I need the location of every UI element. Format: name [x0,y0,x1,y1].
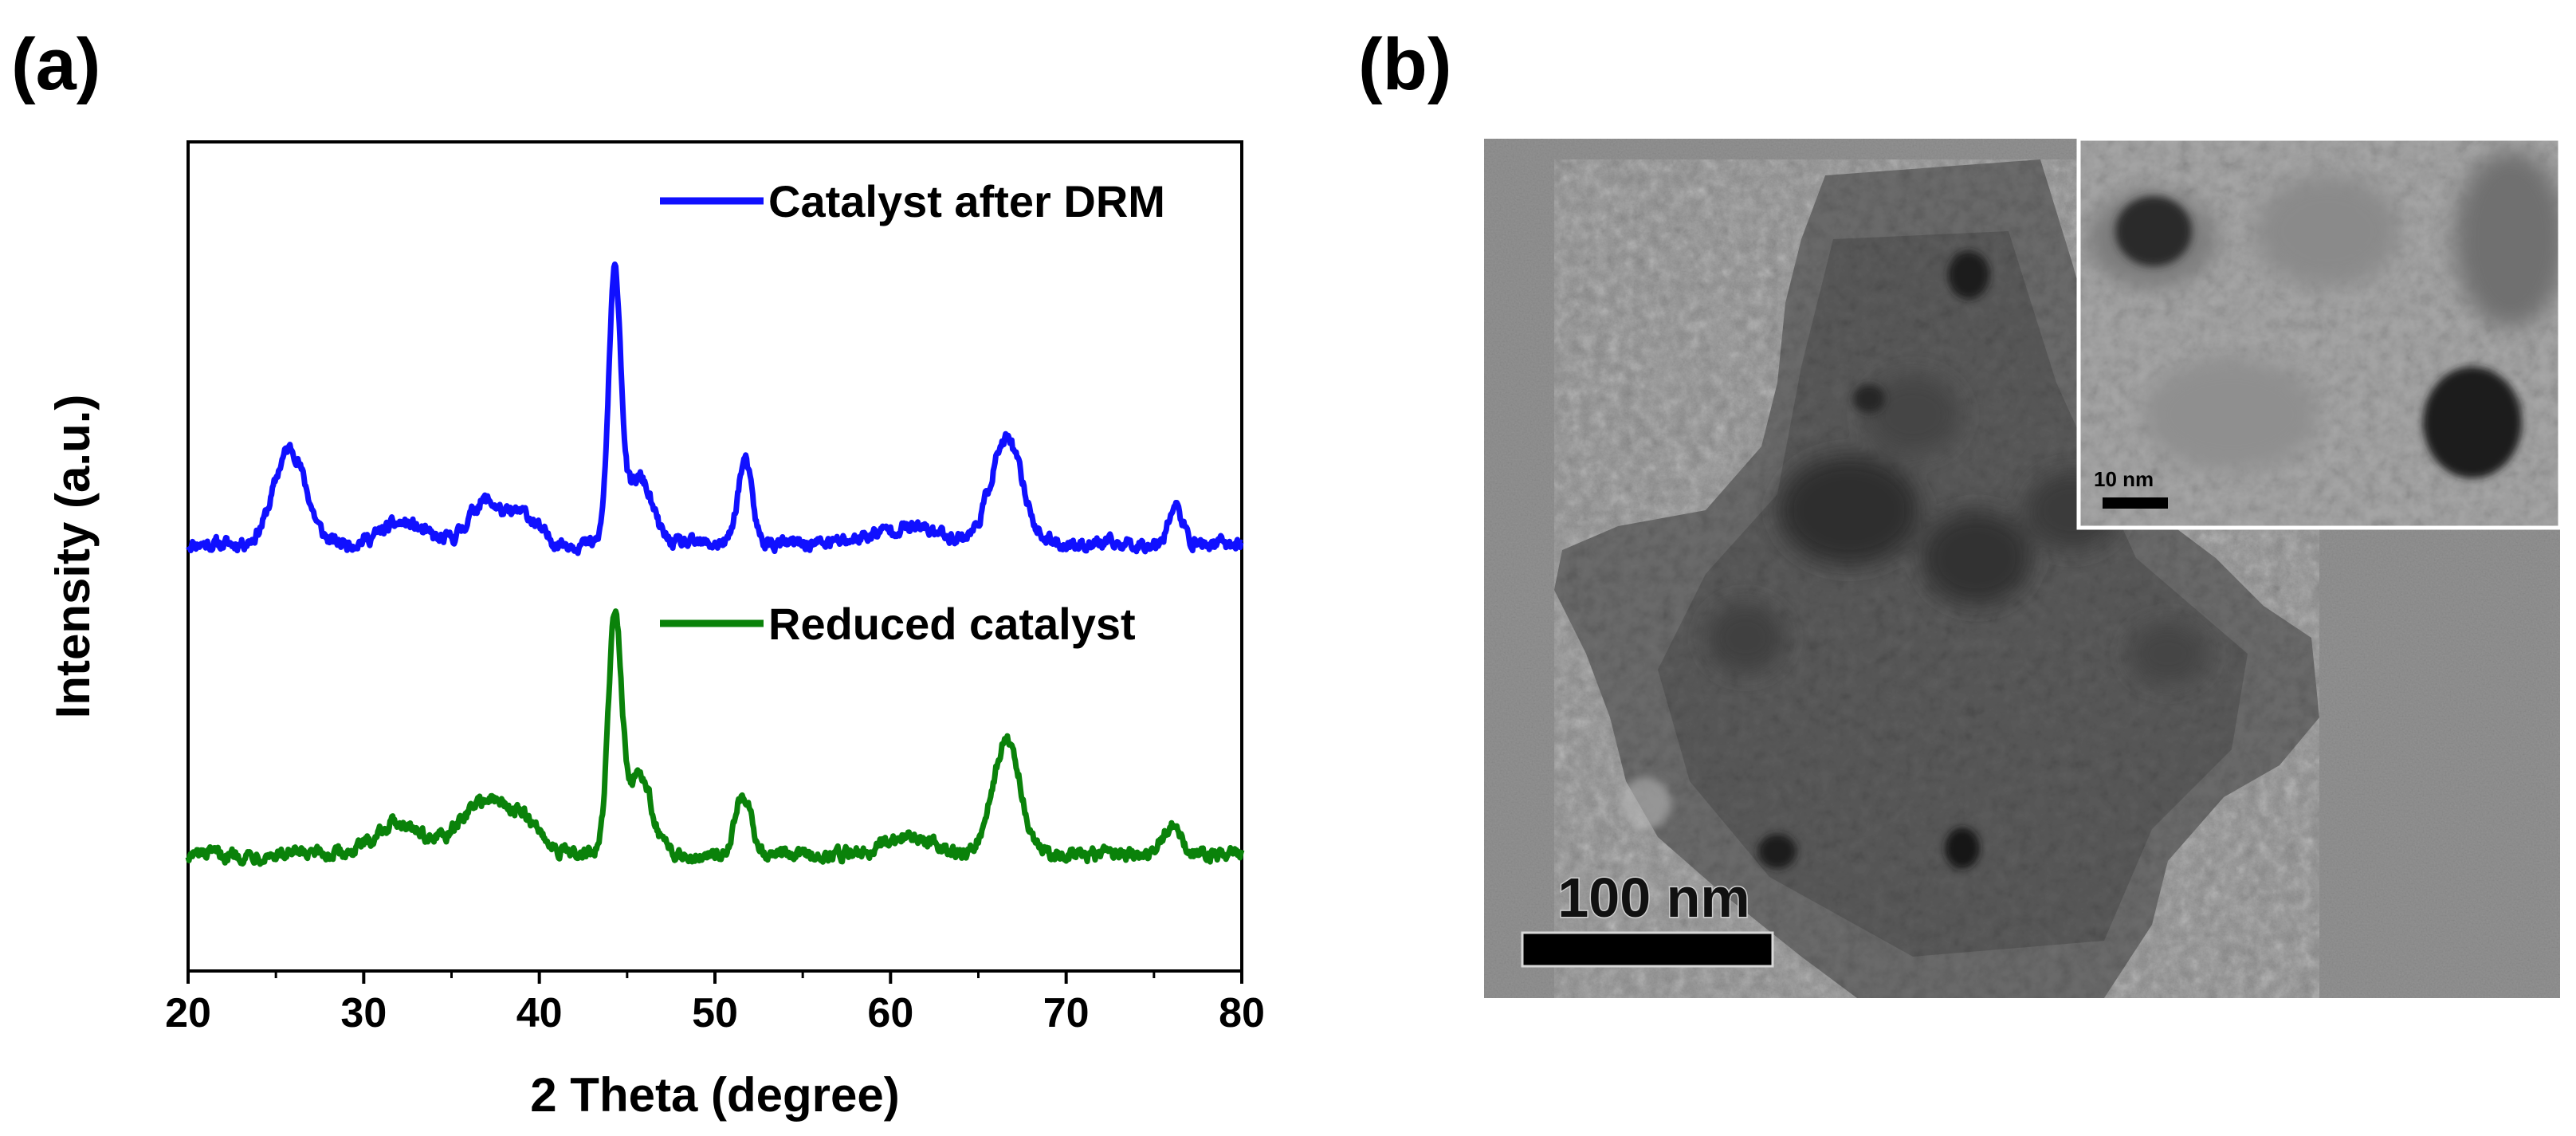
x-axis-tick-labels: 20 30 40 50 60 70 80 [165,990,1265,1036]
plot-frame [187,140,1243,973]
x-tick-label: 80 [1219,990,1265,1036]
panel-b-label: (b) [1358,24,1451,105]
scale-bar-label: 100 nm [1557,867,1749,929]
inset-border [2076,136,2562,530]
tem-micrograph: 100 nm [1484,139,2560,998]
scale-bar [1521,931,1774,968]
inset-scale-bar-label: 10 nm [2094,467,2154,491]
xrd-chart: 20 30 40 50 60 70 80 Catalyst after DRM Reduced… [46,140,1265,1122]
x-axis-ticks [187,971,1243,984]
series-line-reduced-catalyst [185,608,1245,867]
inset-scale-bar [2103,497,2168,509]
x-tick-label: 20 [165,990,211,1036]
series-line-catalyst-after-drm [186,261,1244,556]
legend-label: Reduced catalyst [768,599,1136,649]
x-tick-label: 70 [1043,990,1090,1036]
panel-a-label: (a) [11,24,100,105]
x-tick-label: 50 [692,990,738,1036]
nanoparticles [1620,251,1989,869]
legend: Catalyst after DRM Reduced catalyst [660,176,1165,649]
x-tick-label: 30 [340,990,387,1036]
series-lines [185,261,1245,867]
x-axis-label: 2 Theta (degree) [530,1068,899,1122]
x-tick-label: 40 [516,990,563,1036]
x-tick-label: 60 [867,990,913,1036]
y-axis-label: Intensity (a.u.) [46,395,100,719]
tem-inset: 10 nm [2076,136,2562,530]
inset-nanoparticles [2115,196,2522,478]
legend-label: Catalyst after DRM [768,176,1165,226]
